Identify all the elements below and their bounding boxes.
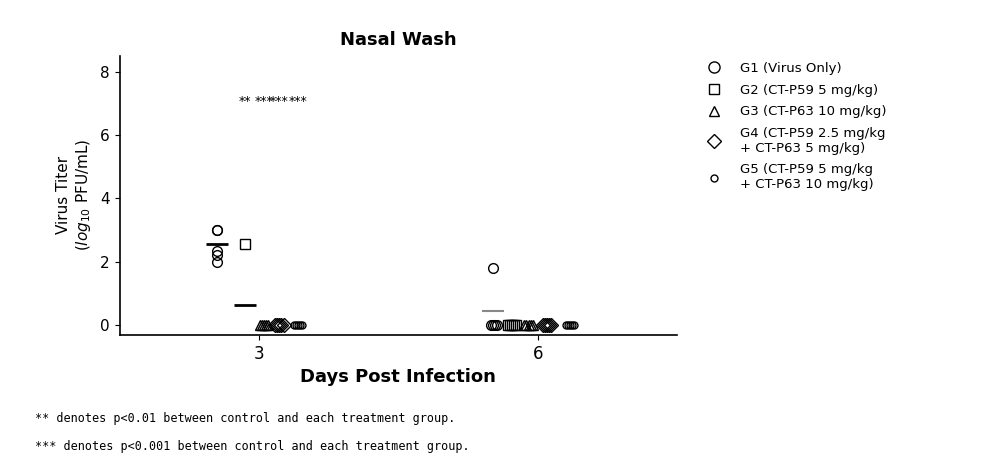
Text: ***: *** — [289, 95, 308, 108]
Text: **: ** — [239, 95, 251, 108]
Text: ***: *** — [270, 95, 289, 108]
Text: *** denotes p<0.001 between control and each treatment group.: *** denotes p<0.001 between control and … — [35, 440, 469, 453]
Title: Nasal Wash: Nasal Wash — [340, 31, 457, 49]
Y-axis label: Virus Titer
($log_{10}$ PFU/mL): Virus Titer ($log_{10}$ PFU/mL) — [57, 139, 93, 252]
Text: ** denotes p<0.01 between control and each treatment group.: ** denotes p<0.01 between control and ea… — [35, 412, 455, 425]
X-axis label: Days Post Infection: Days Post Infection — [301, 368, 496, 386]
Text: ***: *** — [254, 95, 273, 108]
Legend: G1 (Virus Only), G2 (CT-P59 5 mg/kg), G3 (CT-P63 10 mg/kg), G4 (CT-P59 2.5 mg/kg: G1 (Virus Only), G2 (CT-P59 5 mg/kg), G3… — [695, 57, 891, 197]
